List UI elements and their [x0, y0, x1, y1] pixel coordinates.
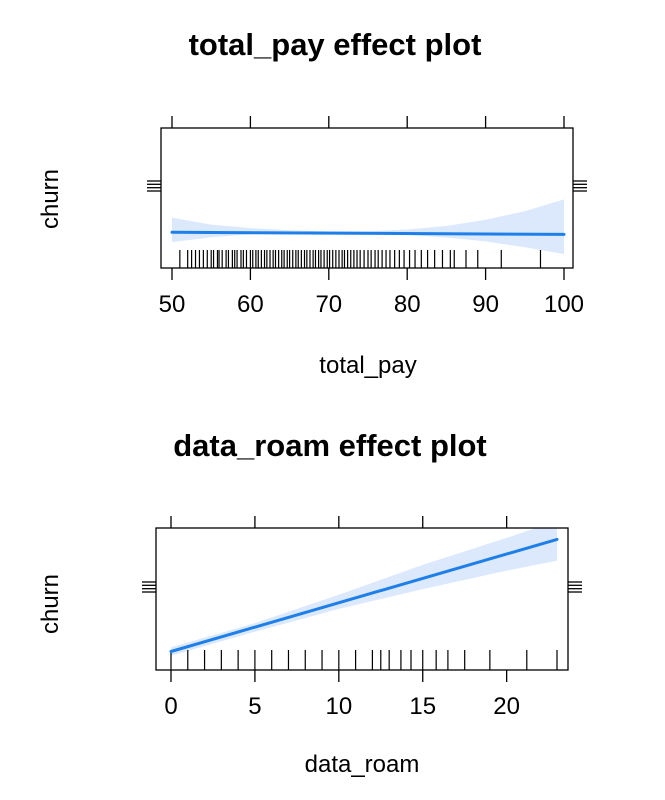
tick-layer: 50 60 70 80 90 100 — [147, 116, 587, 318]
frame-layer — [155, 527, 569, 671]
x-axis-label: total_pay — [319, 352, 416, 379]
x-tick-label: 50 — [159, 291, 186, 318]
rug-layer — [179, 250, 542, 268]
x-tick-label: 20 — [493, 693, 520, 720]
x-tick-label: 90 — [472, 291, 499, 318]
x-tick-label: 15 — [409, 693, 436, 720]
chart-title: data_roam effect plot — [173, 428, 487, 463]
rug-layer — [170, 650, 558, 670]
y-axis-label: churn — [37, 169, 64, 229]
frame-layer — [160, 127, 574, 269]
tick-layer: 0 5 10 15 20 — [142, 516, 582, 720]
chart-title: total_pay effect plot — [189, 27, 482, 62]
effect-line — [169, 537, 559, 653]
plot-frame — [160, 127, 574, 269]
x-tick-label: 10 — [325, 693, 352, 720]
data-roam-effect-panel: data_roam effect plot data_roam churn 0 5… — [37, 428, 582, 778]
line-layer — [169, 537, 559, 653]
x-tick-label: 80 — [394, 291, 421, 318]
x-tick-label: 5 — [248, 693, 261, 720]
x-tick-label: 70 — [315, 291, 342, 318]
effect-line — [170, 230, 566, 236]
x-axis-label: data_roam — [305, 751, 420, 778]
confidence-band — [172, 199, 564, 254]
line-layer — [170, 230, 566, 236]
x-tick-label: 60 — [237, 291, 264, 318]
y-axis-label: churn — [37, 574, 64, 634]
confidence-band-layer — [172, 199, 564, 254]
plot-frame — [155, 527, 569, 671]
x-tick-label: 0 — [164, 693, 177, 720]
x-tick-label: 100 — [544, 291, 584, 318]
total-pay-effect-panel: total_pay effect plot total_pay churn 50… — [37, 27, 587, 379]
